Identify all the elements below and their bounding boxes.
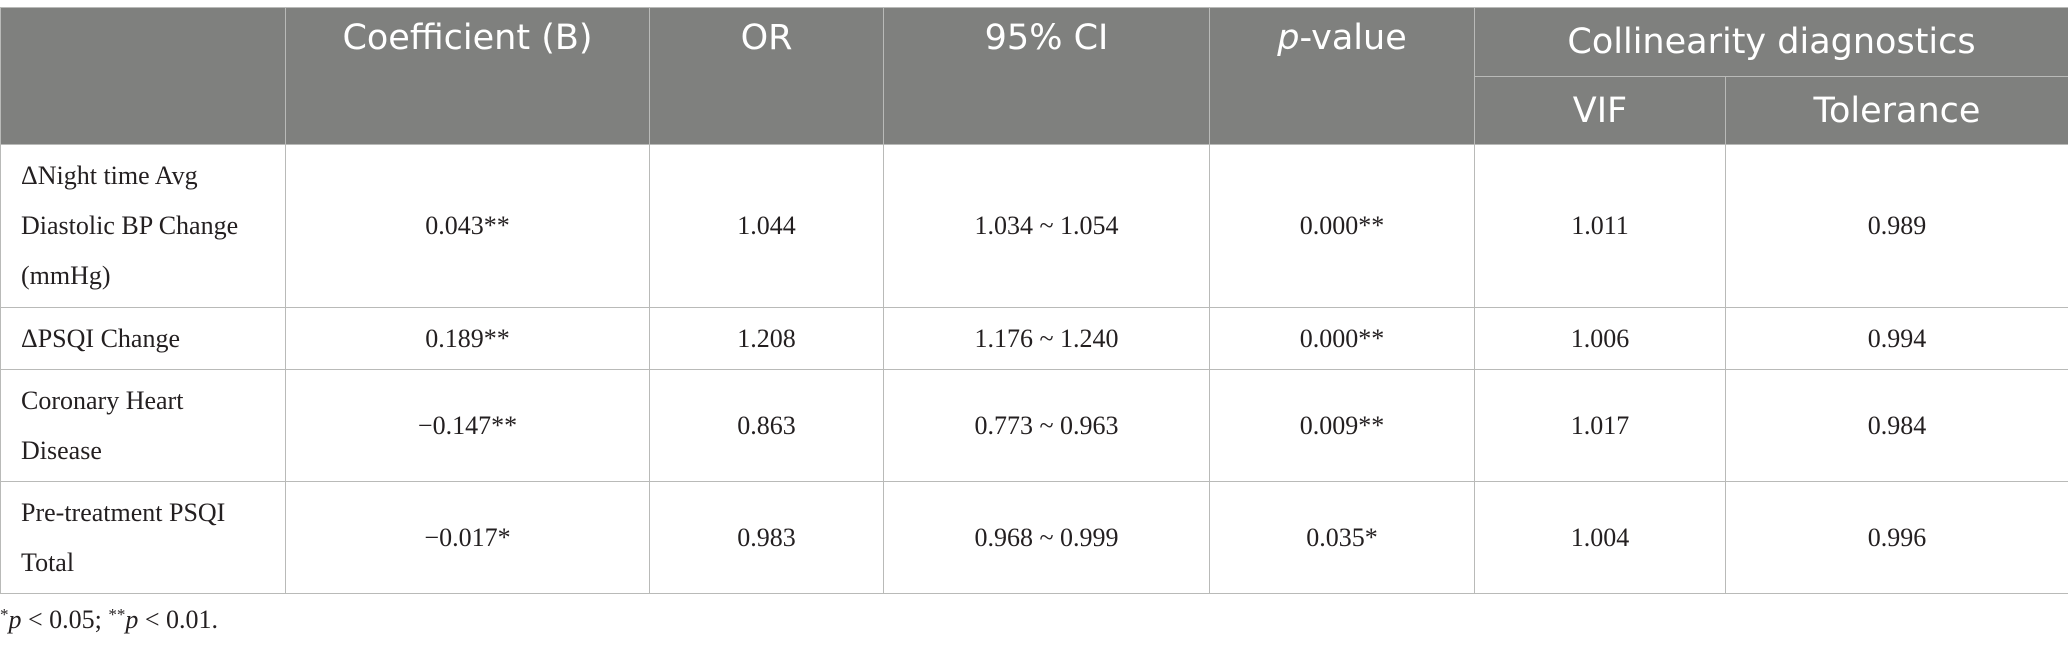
table-row: ΔNight time Avg Diastolic BP Change (mmH… <box>0 144 2068 308</box>
cell-coefficient: 0.189** <box>285 307 650 370</box>
header-p-italic: p <box>1277 18 1300 58</box>
table-footnote: *p < 0.05; **p < 0.01. <box>0 605 218 635</box>
footnote-sup-single: * <box>0 605 9 624</box>
cell-p-value: 0.000** <box>1209 144 1475 308</box>
cell-tolerance: 0.996 <box>1724 481 2068 594</box>
header-blank <box>0 7 286 145</box>
row-label: ΔNight time Avg Diastolic BP Change (mmH… <box>0 144 286 308</box>
cell-p-value: 0.000** <box>1209 307 1475 370</box>
header-coefficient: Coefficient (B) <box>285 7 650 145</box>
row-label-line: Pre-treatment PSQI <box>21 497 226 527</box>
cell-coefficient: −0.017* <box>285 481 650 594</box>
header-p-rest: -value <box>1299 18 1407 58</box>
row-label-line: ΔPSQI Change <box>21 323 180 353</box>
cell-vif: 1.011 <box>1474 144 1726 308</box>
cell-or: 0.863 <box>649 369 884 482</box>
table-row: Coronary Heart Disease −0.147** 0.863 0.… <box>0 369 2068 482</box>
cell-tolerance: 0.984 <box>1724 369 2068 482</box>
row-label-line: (mmHg) <box>21 261 111 290</box>
footnote-text: < 0.01. <box>138 605 219 634</box>
cell-p-value: 0.035* <box>1209 481 1475 594</box>
header-tolerance: Tolerance <box>1724 76 2068 145</box>
cell-coefficient: 0.043** <box>285 144 650 308</box>
row-label-line: Total <box>21 547 75 577</box>
cell-ci: 1.176 ~ 1.240 <box>883 307 1210 370</box>
table-row: ΔPSQI Change 0.189** 1.208 1.176 ~ 1.240… <box>0 307 2068 370</box>
row-label: Coronary Heart Disease <box>0 369 286 482</box>
header-vif: VIF <box>1474 76 1726 145</box>
footnote-p-italic: p <box>8 605 22 634</box>
footnote-p-italic: p <box>125 605 139 634</box>
cell-ci: 0.968 ~ 0.999 <box>883 481 1210 594</box>
cell-tolerance: 0.994 <box>1724 307 2068 370</box>
cell-tolerance: 0.989 <box>1724 144 2068 308</box>
cell-p-value: 0.009** <box>1209 369 1475 482</box>
regression-table: Coefficient (B) OR 95% CI p-value Collin… <box>0 7 2068 594</box>
header-ci: 95% CI <box>883 7 1210 145</box>
row-label: ΔPSQI Change <box>0 307 286 370</box>
row-label-line: ΔNight time Avg <box>21 161 198 190</box>
cell-coefficient: −0.147** <box>285 369 650 482</box>
cell-vif: 1.006 <box>1474 307 1726 370</box>
regression-table-container: Coefficient (B) OR 95% CI p-value Collin… <box>0 7 2068 594</box>
cell-or: 0.983 <box>649 481 884 594</box>
row-label-line: Coronary Heart <box>21 385 184 415</box>
footnote-sup-double: ** <box>108 605 126 624</box>
cell-vif: 1.017 <box>1474 369 1726 482</box>
row-label-line: Diastolic BP Change <box>21 211 239 240</box>
cell-or: 1.044 <box>649 144 884 308</box>
cell-ci: 1.034 ~ 1.054 <box>883 144 1210 308</box>
row-label-line: Disease <box>21 435 102 465</box>
footnote-text: < 0.05; <box>21 605 109 634</box>
header-or: OR <box>649 7 884 145</box>
row-label: Pre-treatment PSQI Total <box>0 481 286 594</box>
cell-ci: 0.773 ~ 0.963 <box>883 369 1210 482</box>
table-header: Coefficient (B) OR 95% CI p-value Collin… <box>0 7 2068 145</box>
header-p-value: p-value <box>1209 7 1475 145</box>
cell-or: 1.208 <box>649 307 884 370</box>
table-body: ΔNight time Avg Diastolic BP Change (mmH… <box>0 144 2068 594</box>
cell-vif: 1.004 <box>1474 481 1726 594</box>
header-collinearity: Collinearity diagnostics <box>1473 7 2068 77</box>
table-row: Pre-treatment PSQI Total −0.017* 0.983 0… <box>0 481 2068 594</box>
